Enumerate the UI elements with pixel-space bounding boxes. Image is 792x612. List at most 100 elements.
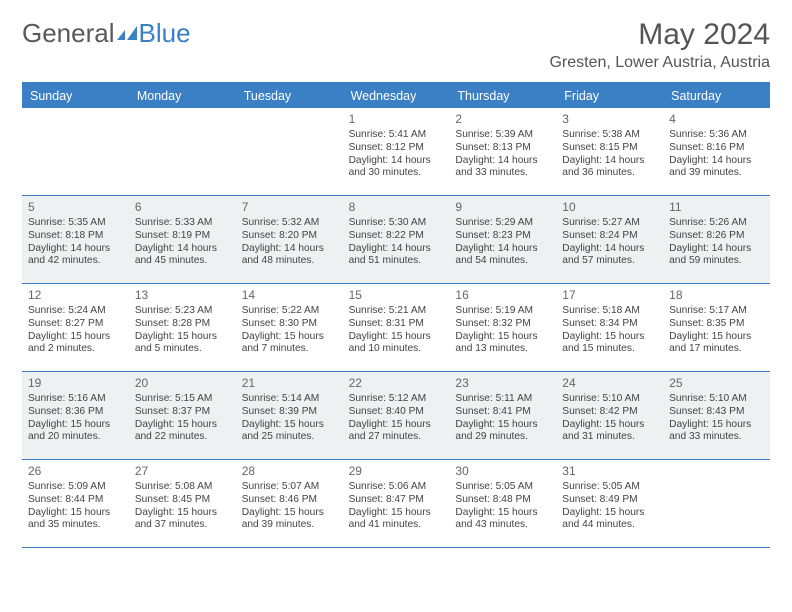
day-number: 31 bbox=[562, 464, 657, 479]
day-number: 23 bbox=[455, 376, 550, 391]
calendar-cell: 28 Sunrise: 5:07 AMSunset: 8:46 PMDayligh… bbox=[236, 460, 343, 548]
day-number: 6 bbox=[135, 200, 230, 215]
weekday-header: Friday bbox=[556, 84, 663, 108]
day-info: Sunrise: 5:10 AMSunset: 8:43 PMDaylight:… bbox=[669, 393, 764, 444]
weekday-header: Thursday bbox=[449, 84, 556, 108]
day-info: Sunrise: 5:33 AMSunset: 8:19 PMDaylight:… bbox=[135, 217, 230, 268]
logo-sail-icon bbox=[117, 18, 139, 49]
calendar-cell: 19 Sunrise: 5:16 AMSunset: 8:36 PMDayligh… bbox=[22, 372, 129, 460]
calendar-cell: 16 Sunrise: 5:19 AMSunset: 8:32 PMDayligh… bbox=[449, 284, 556, 372]
day-number: 13 bbox=[135, 288, 230, 303]
day-info: Sunrise: 5:35 AMSunset: 8:18 PMDaylight:… bbox=[28, 217, 123, 268]
calendar-cell: 24 Sunrise: 5:10 AMSunset: 8:42 PMDayligh… bbox=[556, 372, 663, 460]
weekday-header: Wednesday bbox=[343, 84, 450, 108]
day-info: Sunrise: 5:10 AMSunset: 8:42 PMDaylight:… bbox=[562, 393, 657, 444]
day-number: 26 bbox=[28, 464, 123, 479]
day-info: Sunrise: 5:05 AMSunset: 8:49 PMDaylight:… bbox=[562, 481, 657, 532]
header: General Blue May 2024 Gresten, Lower Aus… bbox=[0, 0, 792, 76]
day-number: 8 bbox=[349, 200, 444, 215]
day-number: 14 bbox=[242, 288, 337, 303]
title-block: May 2024 Gresten, Lower Austria, Austria bbox=[549, 18, 770, 72]
calendar-cell: 20 Sunrise: 5:15 AMSunset: 8:37 PMDayligh… bbox=[129, 372, 236, 460]
calendar-cell: 2 Sunrise: 5:39 AMSunset: 8:13 PMDaylight… bbox=[449, 108, 556, 196]
day-number: 19 bbox=[28, 376, 123, 391]
logo-text-1: General bbox=[22, 18, 115, 49]
day-number: 5 bbox=[28, 200, 123, 215]
day-info: Sunrise: 5:11 AMSunset: 8:41 PMDaylight:… bbox=[455, 393, 550, 444]
day-number: 2 bbox=[455, 112, 550, 127]
day-info: Sunrise: 5:19 AMSunset: 8:32 PMDaylight:… bbox=[455, 305, 550, 356]
logo-text-2: Blue bbox=[139, 18, 191, 49]
day-number: 9 bbox=[455, 200, 550, 215]
day-number: 22 bbox=[349, 376, 444, 391]
calendar-cell: 3Sunrise: 5:38 AMSunset: 8:15 PMDaylight… bbox=[556, 108, 663, 196]
day-info: Sunrise: 5:18 AMSunset: 8:34 PMDaylight:… bbox=[562, 305, 657, 356]
calendar-cell: 21 Sunrise: 5:14 AMSunset: 8:39 PMDayligh… bbox=[236, 372, 343, 460]
weekday-header: Monday bbox=[129, 84, 236, 108]
day-number: 30 bbox=[455, 464, 550, 479]
day-info: Sunrise: 5:07 AMSunset: 8:46 PMDaylight:… bbox=[242, 481, 337, 532]
weekday-header: Sunday bbox=[22, 84, 129, 108]
day-info: Sunrise: 5:36 AMSunset: 8:16 PMDaylight:… bbox=[669, 129, 764, 180]
day-number: 15 bbox=[349, 288, 444, 303]
calendar-cell bbox=[22, 108, 129, 196]
day-info: Sunrise: 5:16 AMSunset: 8:36 PMDaylight:… bbox=[28, 393, 123, 444]
calendar-cell: 25 Sunrise: 5:10 AMSunset: 8:43 PMDayligh… bbox=[663, 372, 770, 460]
calendar-cell: 23 Sunrise: 5:11 AMSunset: 8:41 PMDayligh… bbox=[449, 372, 556, 460]
calendar-cell: 8 Sunrise: 5:30 AMSunset: 8:22 PMDaylight… bbox=[343, 196, 450, 284]
calendar-cell: 14 Sunrise: 5:22 AMSunset: 8:30 PMDayligh… bbox=[236, 284, 343, 372]
day-number: 1 bbox=[349, 112, 444, 127]
calendar-cell: 30Sunrise: 5:05 AMSunset: 8:48 PMDayligh… bbox=[449, 460, 556, 548]
calendar-cell: 10Sunrise: 5:27 AMSunset: 8:24 PMDayligh… bbox=[556, 196, 663, 284]
calendar-cell: 22 Sunrise: 5:12 AMSunset: 8:40 PMDayligh… bbox=[343, 372, 450, 460]
weekday-header: Saturday bbox=[663, 84, 770, 108]
day-number: 24 bbox=[562, 376, 657, 391]
calendar-cell: 26 Sunrise: 5:09 AMSunset: 8:44 PMDayligh… bbox=[22, 460, 129, 548]
calendar-cell: 17 Sunrise: 5:18 AMSunset: 8:34 PMDayligh… bbox=[556, 284, 663, 372]
day-info: Sunrise: 5:08 AMSunset: 8:45 PMDaylight:… bbox=[135, 481, 230, 532]
day-info: Sunrise: 5:06 AMSunset: 8:47 PMDaylight:… bbox=[349, 481, 444, 532]
day-info: Sunrise: 5:30 AMSunset: 8:22 PMDaylight:… bbox=[349, 217, 444, 268]
day-number: 4 bbox=[669, 112, 764, 127]
calendar-cell: 13 Sunrise: 5:23 AMSunset: 8:28 PMDayligh… bbox=[129, 284, 236, 372]
calendar-cell: 31 Sunrise: 5:05 AMSunset: 8:49 PMDayligh… bbox=[556, 460, 663, 548]
calendar: SundayMondayTuesdayWednesdayThursdayFrid… bbox=[22, 82, 770, 548]
day-info: Sunrise: 5:09 AMSunset: 8:44 PMDaylight:… bbox=[28, 481, 123, 532]
calendar-cell: 18Sunrise: 5:17 AMSunset: 8:35 PMDayligh… bbox=[663, 284, 770, 372]
calendar-cell: 9Sunrise: 5:29 AMSunset: 8:23 PMDaylight… bbox=[449, 196, 556, 284]
day-info: Sunrise: 5:12 AMSunset: 8:40 PMDaylight:… bbox=[349, 393, 444, 444]
weekday-header: Tuesday bbox=[236, 84, 343, 108]
day-info: Sunrise: 5:15 AMSunset: 8:37 PMDaylight:… bbox=[135, 393, 230, 444]
location: Gresten, Lower Austria, Austria bbox=[549, 54, 770, 72]
day-number: 11 bbox=[669, 200, 764, 215]
day-info: Sunrise: 5:39 AMSunset: 8:13 PMDaylight:… bbox=[455, 129, 550, 180]
day-number: 17 bbox=[562, 288, 657, 303]
day-number: 21 bbox=[242, 376, 337, 391]
calendar-cell bbox=[236, 108, 343, 196]
logo: General Blue bbox=[22, 18, 191, 49]
day-info: Sunrise: 5:24 AMSunset: 8:27 PMDaylight:… bbox=[28, 305, 123, 356]
calendar-grid: 1 Sunrise: 5:41 AMSunset: 8:12 PMDaylight… bbox=[22, 108, 770, 548]
day-number: 3 bbox=[562, 112, 657, 127]
calendar-cell: 7Sunrise: 5:32 AMSunset: 8:20 PMDaylight… bbox=[236, 196, 343, 284]
day-number: 28 bbox=[242, 464, 337, 479]
day-number: 25 bbox=[669, 376, 764, 391]
day-number: 16 bbox=[455, 288, 550, 303]
day-info: Sunrise: 5:27 AMSunset: 8:24 PMDaylight:… bbox=[562, 217, 657, 268]
day-info: Sunrise: 5:14 AMSunset: 8:39 PMDaylight:… bbox=[242, 393, 337, 444]
calendar-cell: 4 Sunrise: 5:36 AMSunset: 8:16 PMDaylight… bbox=[663, 108, 770, 196]
day-number: 20 bbox=[135, 376, 230, 391]
calendar-cell: 5 Sunrise: 5:35 AMSunset: 8:18 PMDaylight… bbox=[22, 196, 129, 284]
calendar-cell: 1 Sunrise: 5:41 AMSunset: 8:12 PMDaylight… bbox=[343, 108, 450, 196]
day-info: Sunrise: 5:22 AMSunset: 8:30 PMDaylight:… bbox=[242, 305, 337, 356]
day-info: Sunrise: 5:32 AMSunset: 8:20 PMDaylight:… bbox=[242, 217, 337, 268]
day-info: Sunrise: 5:41 AMSunset: 8:12 PMDaylight:… bbox=[349, 129, 444, 180]
calendar-cell: 29Sunrise: 5:06 AMSunset: 8:47 PMDayligh… bbox=[343, 460, 450, 548]
day-number: 12 bbox=[28, 288, 123, 303]
calendar-cell bbox=[663, 460, 770, 548]
calendar-cell: 11Sunrise: 5:26 AMSunset: 8:26 PMDayligh… bbox=[663, 196, 770, 284]
day-info: Sunrise: 5:23 AMSunset: 8:28 PMDaylight:… bbox=[135, 305, 230, 356]
weekday-header-row: SundayMondayTuesdayWednesdayThursdayFrid… bbox=[22, 84, 770, 108]
day-info: Sunrise: 5:21 AMSunset: 8:31 PMDaylight:… bbox=[349, 305, 444, 356]
day-number: 18 bbox=[669, 288, 764, 303]
